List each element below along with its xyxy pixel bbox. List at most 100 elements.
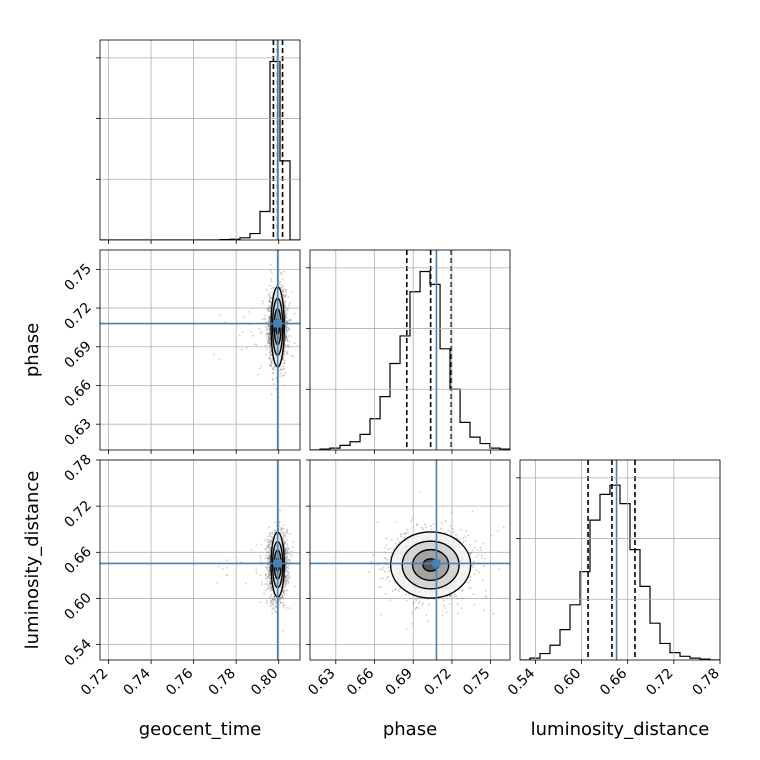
scatter-point: [269, 580, 272, 583]
scatter-point: [279, 598, 282, 600]
scatter-point: [284, 338, 287, 341]
scatter-point: [268, 340, 271, 343]
scatter-point: [284, 556, 287, 559]
scatter-point: [280, 601, 282, 604]
scatter-point: [260, 365, 263, 367]
scatter-point: [268, 568, 271, 571]
scatter-point: [268, 343, 271, 345]
scatter-point: [268, 556, 271, 559]
scatter-point: [263, 539, 266, 542]
scatter-point: [268, 342, 271, 345]
scatter-point: [255, 344, 258, 347]
histogram-step: [520, 484, 720, 660]
scatter-point: [270, 365, 272, 368]
scatter-point: [268, 357, 271, 359]
scatter-point: [255, 544, 258, 547]
scatter-point: [268, 341, 270, 344]
scatter-point: [265, 566, 268, 569]
scatter-point: [270, 363, 273, 366]
scatter-point: [265, 538, 268, 541]
scatter-point: [272, 287, 275, 289]
scatter-point: [282, 597, 284, 600]
scatter-point: [284, 337, 287, 339]
gridlines: [335, 250, 492, 450]
scatter-point: [266, 588, 269, 591]
scatter-point: [287, 579, 289, 582]
scatter-point: [289, 560, 291, 563]
scatter-point: [282, 592, 285, 595]
scatter-point: [279, 280, 282, 283]
scatter-point: [268, 334, 270, 337]
scatter-point: [286, 560, 289, 563]
scatter-point: [267, 339, 270, 342]
scatter-point: [283, 346, 286, 349]
scatter-point: [258, 328, 261, 331]
scatter-point: [268, 333, 271, 336]
scatter-point: [285, 337, 287, 339]
scatter-point: [272, 383, 275, 386]
panel-frame: [519, 459, 721, 661]
scatter-point: [270, 365, 273, 368]
scatter-point: [288, 302, 291, 305]
scatter-point: [255, 569, 258, 571]
scatter-point: [294, 585, 296, 588]
scatter-point: [248, 310, 251, 313]
scatter-point: [282, 528, 284, 530]
scatter-point: [269, 549, 272, 552]
scatter-point: [282, 533, 284, 536]
scatter-point: [288, 577, 291, 580]
scatter-point: [287, 571, 290, 574]
scatter-point: [286, 565, 289, 568]
scatter-point: [287, 307, 290, 309]
scatter-point: [265, 332, 268, 335]
scatter-point: [285, 313, 288, 316]
scatter-point: [287, 576, 290, 579]
scatter-point: [267, 324, 270, 327]
scatter-point: [282, 604, 285, 607]
scatter-point: [283, 548, 286, 551]
scatter-point: [285, 289, 288, 292]
scatter-point: [269, 307, 271, 310]
scatter-point: [289, 335, 292, 337]
scatter-point: [285, 566, 288, 569]
scatter-point: [287, 573, 289, 576]
scatter-point: [267, 541, 270, 543]
scatter-point: [284, 309, 287, 312]
scatter-point: [269, 349, 271, 352]
scatter-point: [269, 538, 272, 541]
scatter-point: [287, 327, 290, 330]
scatter-point: [268, 539, 271, 541]
scatter-point: [271, 531, 274, 534]
scatter-point: [286, 321, 289, 324]
scatter-point: [267, 544, 270, 547]
scatter-point: [270, 361, 273, 364]
scatter-point: [269, 553, 272, 556]
scatter-point: [284, 575, 287, 578]
scatter-point: [282, 291, 285, 294]
scatter-point: [280, 286, 283, 289]
scatter-point: [265, 333, 268, 336]
scatter-point: [289, 553, 292, 556]
histogram-luminosity_distance: [520, 460, 720, 660]
scatter-point: [283, 585, 286, 588]
scatter-point: [269, 595, 272, 598]
scatter-point: [281, 595, 284, 598]
scatter-point: [271, 597, 274, 600]
scatter-point: [267, 319, 270, 322]
scatter-point: [279, 601, 282, 604]
scatter-point: [270, 297, 273, 300]
scatter-point: [267, 335, 270, 338]
scatter-point: [279, 600, 281, 603]
scatter-point: [268, 587, 270, 589]
scatter-point: [275, 606, 278, 609]
scatter-point: [286, 309, 289, 312]
scatter-point: [267, 333, 270, 336]
scatter-point: [268, 532, 271, 535]
scatter-point: [279, 368, 282, 371]
scatter-point: [266, 342, 269, 345]
scatter-point: [281, 288, 284, 291]
scatter-point: [268, 547, 271, 550]
scatter-point: [287, 296, 290, 298]
scatter-point: [292, 541, 295, 543]
scatter-point: [269, 351, 272, 353]
